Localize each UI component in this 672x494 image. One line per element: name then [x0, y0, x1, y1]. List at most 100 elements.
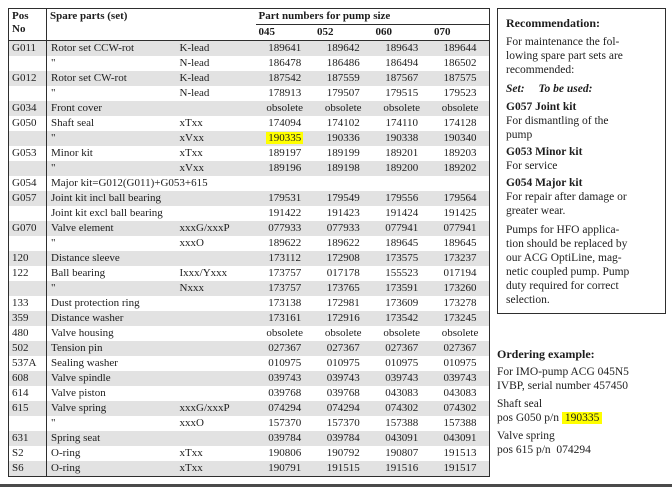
pos-cell: 615: [8, 401, 47, 416]
part-name-cell: Valve element: [46, 221, 178, 236]
part-number-cell: [373, 176, 432, 191]
part-number-cell: 039743: [314, 371, 373, 386]
variant-cell: xTxx: [177, 461, 256, 477]
part-number-cell: obsolete: [372, 101, 431, 116]
hfo-note: Pumps for HFO applica- tion should be re…: [506, 224, 630, 306]
part-number-cell: 027367: [372, 341, 431, 356]
part-number-cell: 173161: [255, 311, 314, 326]
table-row: 502 Tension pin 027367 027367 027367 027367: [8, 341, 490, 356]
part-number-cell: 191517: [431, 461, 490, 477]
pos-cell: [8, 236, 47, 251]
part-number-cell: 191423: [326, 207, 360, 219]
part-number-cell: 179515: [385, 87, 419, 99]
part-number-cell: 179556: [372, 191, 431, 206]
part-number-cell: 174110: [385, 117, 419, 129]
part-number-cell: 189622: [268, 237, 302, 249]
part-number-cell: 186502: [443, 57, 477, 69]
pos-cell: G054: [8, 176, 47, 191]
part-number-cell: 179507: [326, 87, 360, 99]
part-number-cell: 190792: [326, 447, 360, 459]
part-number-cell: 179564: [431, 191, 490, 206]
part-number-cell: 178913: [268, 87, 302, 99]
part-number-cell: 189203: [443, 147, 477, 159]
table-row: 480 Valve housing obsolete obsolete obsolete…: [8, 326, 490, 341]
part-number-cell: 187542: [255, 71, 314, 86]
part-number-cell: [256, 176, 315, 191]
part-number-cell: 074302: [372, 401, 431, 416]
part-number-cell: 179549: [314, 191, 373, 206]
ordering-intro: For IMO-pump ACG 045N5 IVBP, serial numb…: [497, 366, 629, 392]
table-row: 631 Spring seat 039784 039784 043091 043091: [8, 431, 490, 446]
part-name-cell: Spring seat: [46, 431, 256, 446]
part-number-cell: 190791: [255, 461, 314, 477]
pos-cell: G070: [8, 221, 47, 236]
pos-pn-text: pos G050 p/n: [497, 412, 559, 424]
part-number-cell: 187575: [431, 71, 490, 86]
part-number-cell: 191424: [385, 207, 419, 219]
variant-cell: xVxx: [177, 131, 256, 146]
pos-cell: 122: [8, 266, 47, 281]
part-number-cell: 017178: [326, 267, 360, 279]
part-name-cell: ": [46, 281, 178, 296]
part-number-cell: 077941: [431, 221, 490, 236]
pos-no-header: Pos No: [8, 8, 47, 41]
table-row: " xVxx 190335 190336 190338 190340: [8, 131, 490, 146]
kit-minor-desc: For service: [506, 160, 558, 172]
part-number-cell: 155523: [385, 267, 419, 279]
pos-cell: S6: [8, 461, 47, 477]
part-name-cell: Rotor set CW-rot: [46, 71, 178, 86]
part-number-cell: 189200: [372, 161, 431, 176]
part-number-cell: 039743: [255, 371, 314, 386]
part-number-cell: 189197: [268, 147, 302, 159]
part-number-cell: 173138: [268, 297, 302, 309]
table-row: " N-lead 178913 179507 179515 179523: [8, 86, 490, 101]
table-row: 359 Distance washer 173161 172916 173542 1732…: [8, 311, 490, 326]
variant-cell: xxxG/xxxP: [177, 221, 256, 236]
part-number-cell: 191425: [443, 207, 477, 219]
table-row: G034 Front cover obsolete obsolete obsolete o…: [8, 101, 490, 116]
part-name-cell: Minor kit: [51, 147, 93, 159]
kit-minor: G053 Minor kit For service: [506, 145, 657, 173]
part-number-cell: 189644: [431, 40, 490, 56]
part-number-cell: 010975: [385, 357, 419, 369]
part-number-cell: 173757: [255, 281, 314, 296]
to-be-used-label: To be used:: [538, 83, 593, 95]
part-name-cell: Front cover: [46, 101, 256, 116]
part-number-cell: 190340: [431, 131, 490, 146]
part-number-cell: obsolete: [441, 327, 479, 339]
variant-cell: xxxG/xxxP: [177, 401, 256, 416]
kit-minor-name: G053 Minor kit: [506, 146, 583, 158]
kit-joint-name: G057 Joint kit: [506, 101, 577, 113]
ordering-item-line: pos 615 p/n 074294: [497, 443, 669, 457]
part-number-cell: 077933: [314, 221, 373, 236]
recommendation-box: Recommendation: For maintenance the fol-…: [497, 8, 666, 314]
part-name-cell: ": [51, 417, 56, 429]
table-row: " N-lead 186478 186486 186494 186502: [8, 56, 490, 71]
pos-cell: G034: [8, 101, 47, 116]
part-number-cell: 173609: [385, 297, 419, 309]
part-number-cell: 189645: [443, 237, 477, 249]
part-number-cell: 043091: [431, 431, 490, 446]
spare-parts-table: Pos No Spare parts (set) Part numbers fo…: [8, 8, 491, 477]
part-name-cell: O-ring: [46, 461, 178, 477]
variant-cell: xVxx: [177, 161, 256, 176]
part-number-cell: 187559: [314, 71, 373, 86]
part-number-cell: 043083: [385, 387, 419, 399]
table-row: S2 O-ring xTxx 190806 190792 190807 191513: [8, 446, 490, 461]
part-name-cell: ": [51, 87, 56, 99]
part-number-cell: 190807: [385, 447, 419, 459]
variant-cell: xxxO: [179, 237, 204, 249]
pos-cell: G053: [8, 146, 47, 161]
variant-cell: Nxxx: [177, 281, 256, 296]
table-row: G070 Valve element xxxG/xxxP 077933 077933 07…: [8, 221, 490, 236]
table-row: " Nxxx 173757 173765 173591 173260: [8, 281, 490, 296]
recommendation-title: Recommendation:: [506, 16, 600, 30]
part-number-cell: [431, 176, 490, 191]
highlighted-part-number: 190335: [561, 412, 603, 424]
part-number: 074294: [556, 444, 591, 456]
table-row: 608 Valve spindle 039743 039743 039743 039743: [8, 371, 490, 386]
ordering-example: Ordering example: For IMO-pump ACG 045N5…: [497, 347, 669, 457]
part-number-cell: 077933: [255, 221, 314, 236]
part-number-cell: 157370: [268, 417, 302, 429]
table-row: 120 Distance sleeve 173112 172908 173575 1732…: [8, 251, 490, 266]
